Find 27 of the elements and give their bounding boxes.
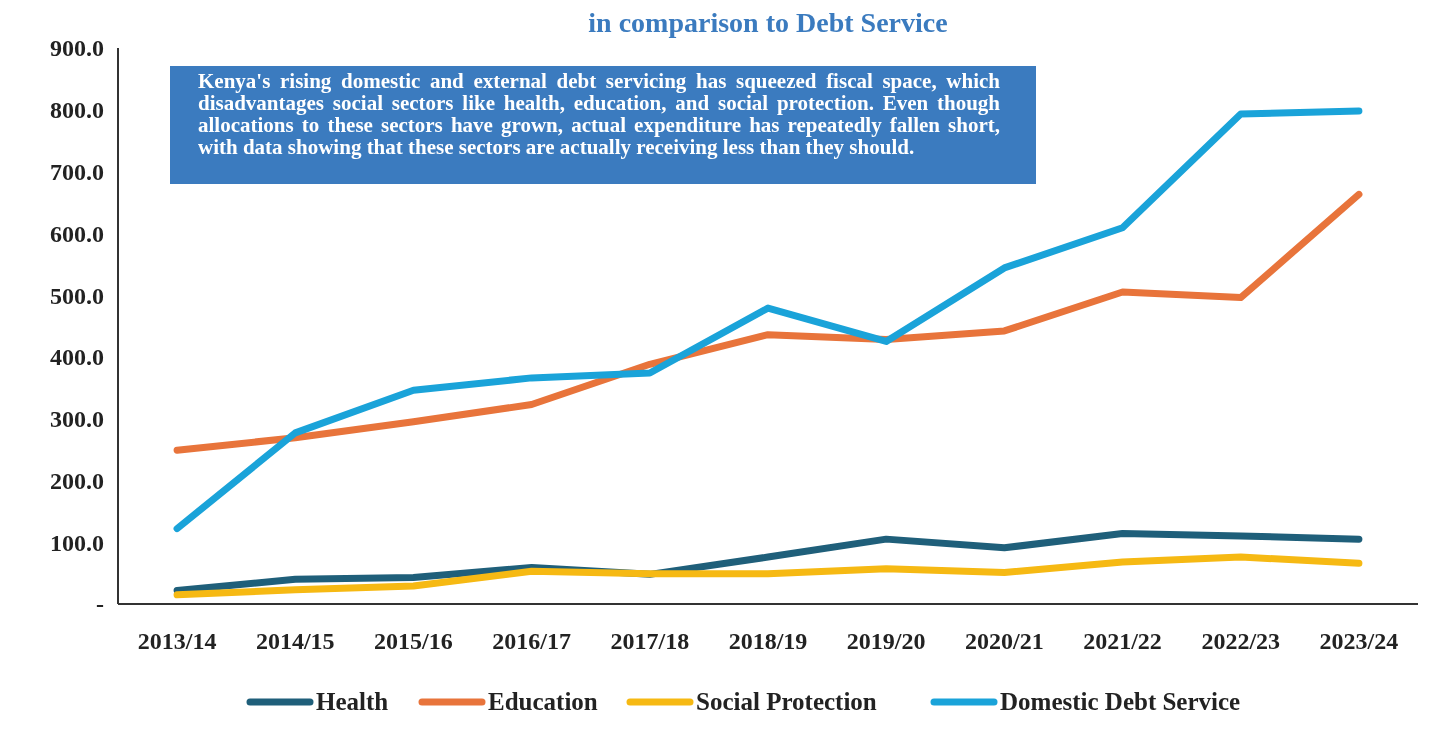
x-tick-label: 2020/21: [965, 628, 1044, 654]
y-tick-label: 400.0: [50, 344, 104, 371]
legend-label: Health: [316, 688, 389, 715]
y-tick-label: -: [96, 591, 104, 618]
legend-label: Social Protection: [696, 688, 877, 715]
x-tick-label: 2019/20: [846, 628, 926, 654]
chart-title: in comparison to Debt Service: [588, 7, 948, 38]
x-tick-label: 2013/14: [137, 628, 217, 654]
x-tick-label: 2016/17: [492, 628, 571, 654]
y-tick-label: 600.0: [50, 220, 104, 247]
y-tick-label: 900.0: [50, 35, 104, 62]
callout-box: Kenya's rising domestic and external debt servicing has squeezed fiscal space, which disadvantages social sectors like health, education, and social protection. Even though allocations to these sectors have grown, actual expenditure has repeatedly fallen short, with data showing that these sectors are actually receiving less than they should.: [170, 66, 1036, 184]
x-tick-label: 2018/19: [728, 628, 808, 654]
y-tick-label: 700.0: [50, 158, 104, 185]
legend-label: Domestic Debt Service: [1000, 688, 1241, 715]
x-tick-label: 2023/24: [1319, 628, 1399, 654]
x-tick-label: 2021/22: [1083, 628, 1162, 654]
y-tick-label: 500.0: [50, 282, 104, 309]
y-tick-label: 800.0: [50, 97, 104, 124]
x-tick-label: 2015/16: [374, 628, 453, 654]
y-tick-label: 100.0: [50, 529, 104, 556]
y-tick-label: 200.0: [50, 467, 104, 494]
x-tick-label: 2017/18: [610, 628, 690, 654]
x-tick-label: 2022/23: [1201, 628, 1281, 654]
legend-label: Education: [488, 688, 598, 715]
x-tick-label: 2014/15: [255, 628, 335, 654]
y-tick-label: 300.0: [50, 406, 104, 433]
